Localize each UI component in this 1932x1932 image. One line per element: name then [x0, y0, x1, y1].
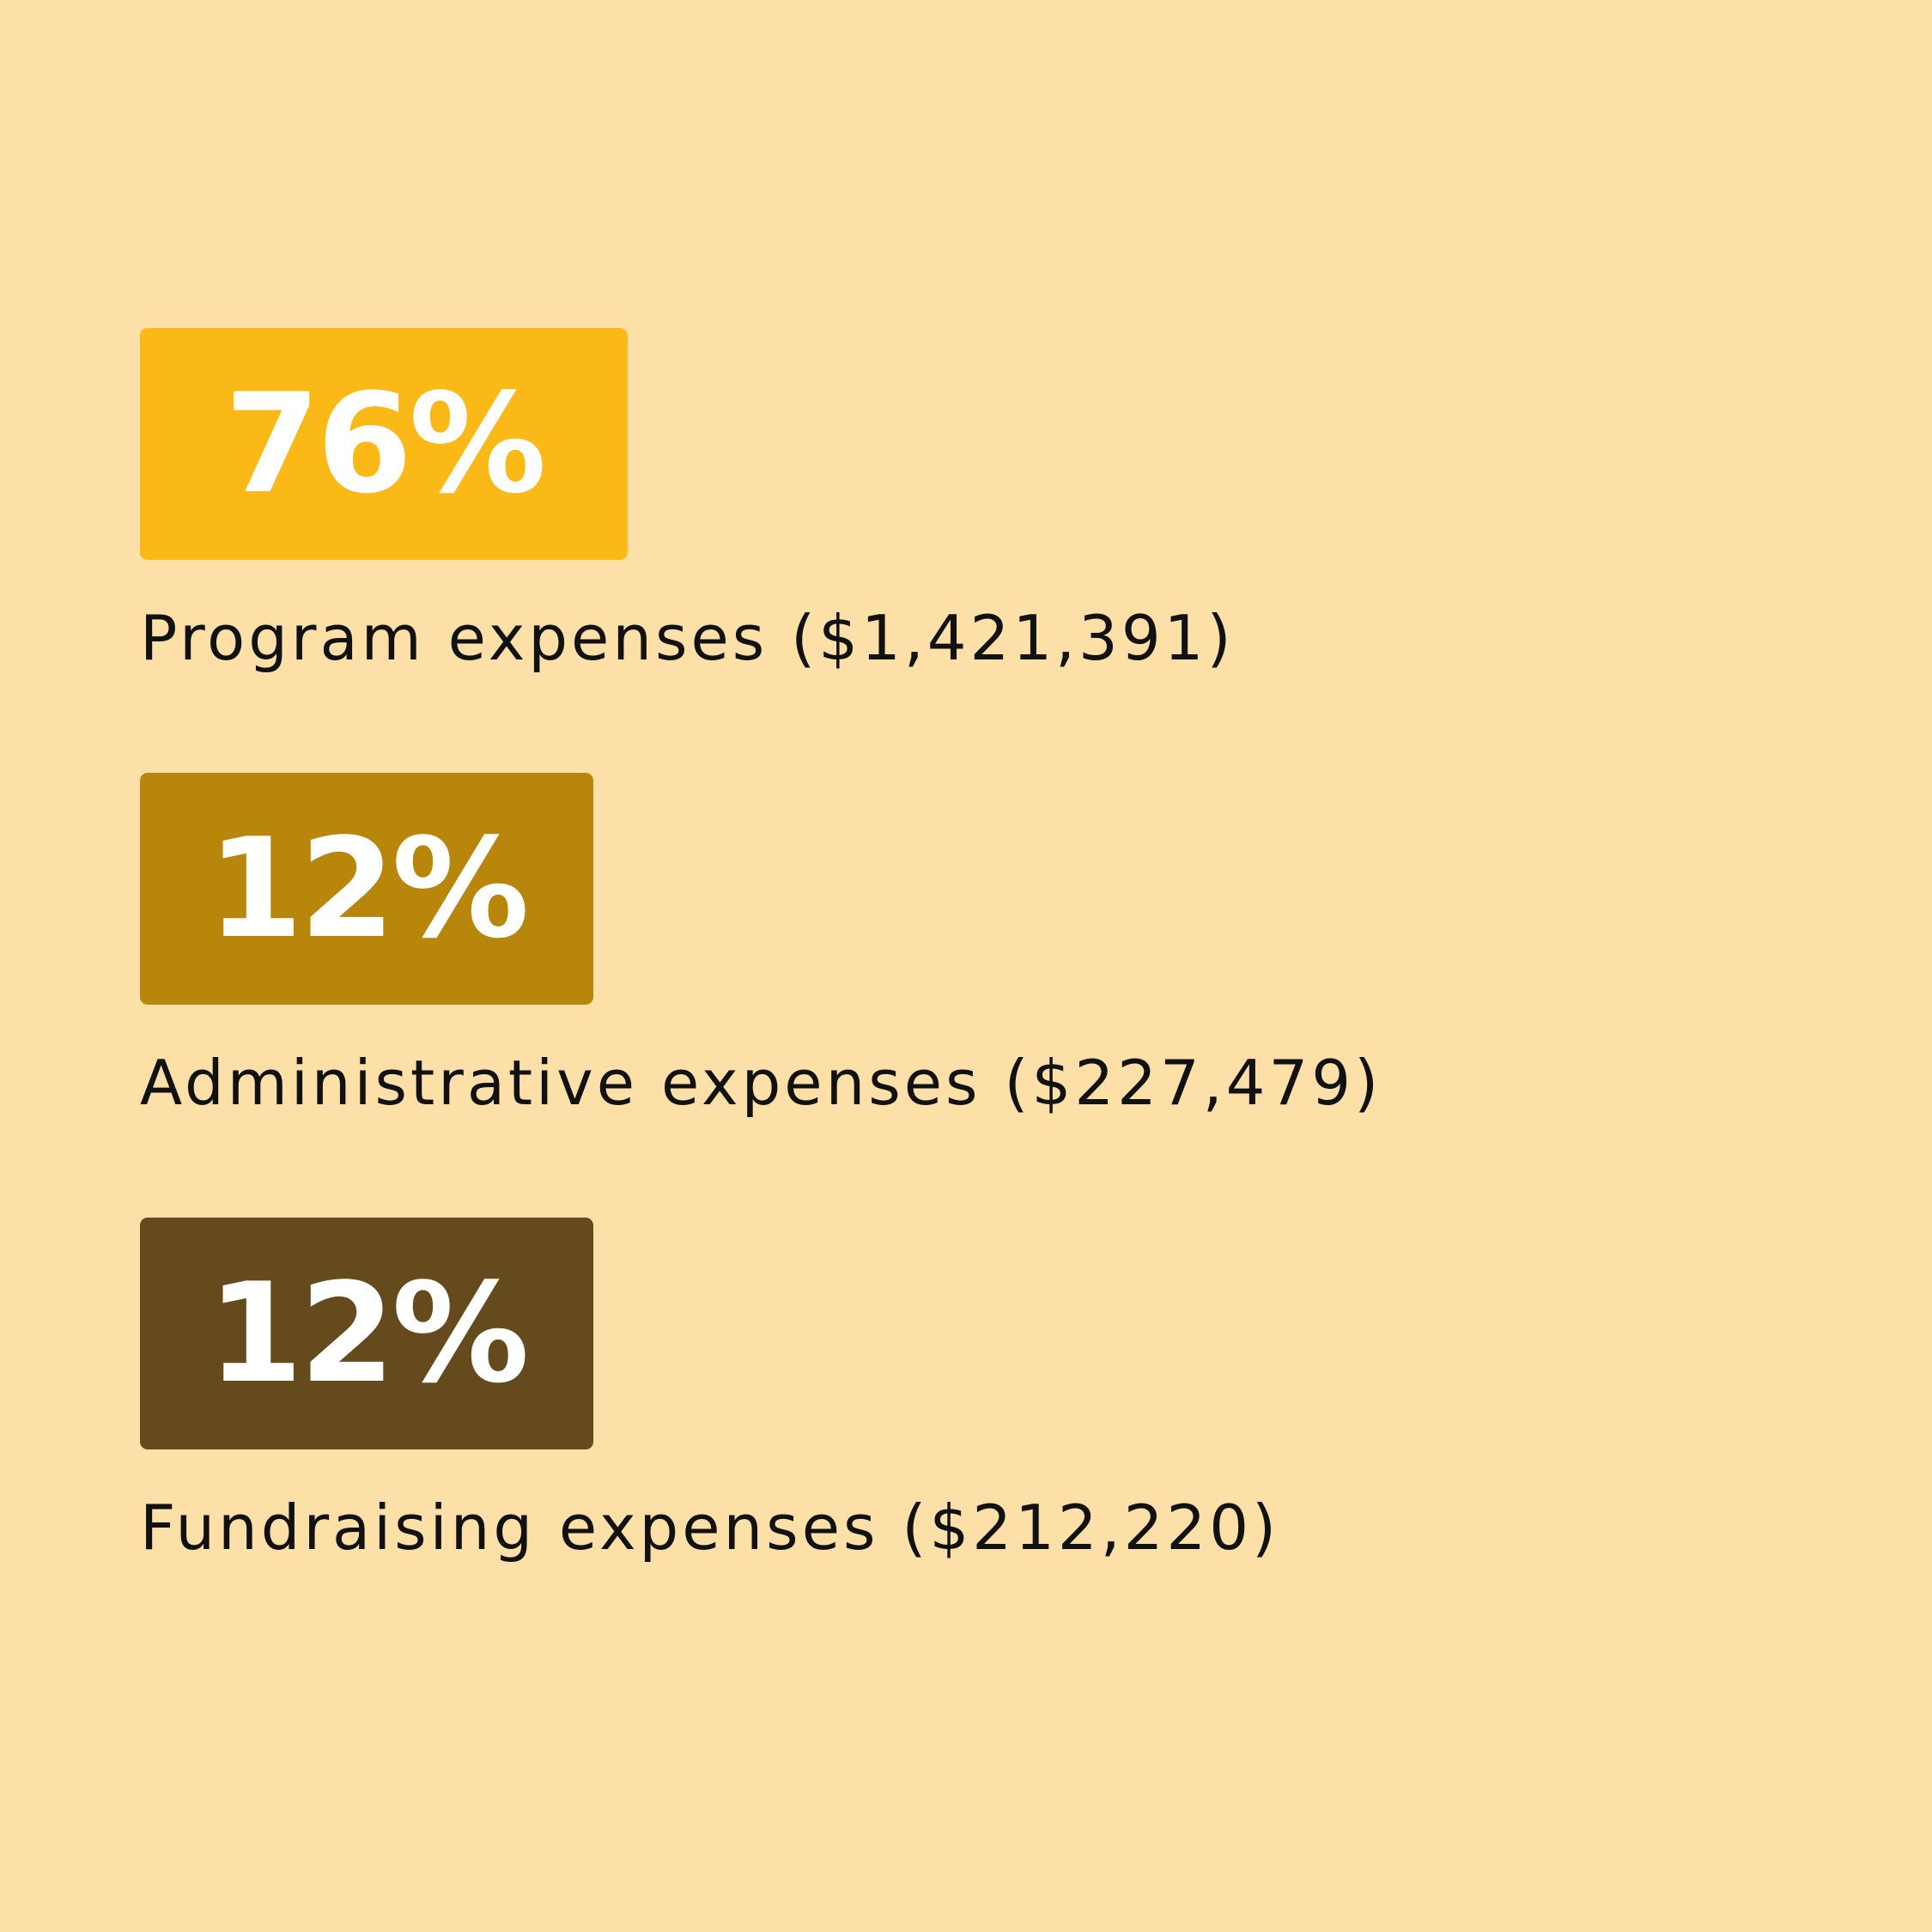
administrative-expenses-label: Administrative expenses ($227,479) [140, 1047, 1382, 1119]
fundraising-percent-value: 12% [207, 1253, 530, 1413]
program-expenses-stat: 76% Program expenses ($1,421,391) [140, 328, 1231, 669]
fundraising-percent-badge: 12% [140, 1218, 593, 1449]
program-expenses-label: Program expenses ($1,421,391) [140, 602, 1235, 674]
fundraising-expenses-label: Fundraising expenses ($212,220) [140, 1492, 1280, 1564]
administrative-expenses-stat: 12% Administrative expenses ($227,479) [140, 773, 1378, 1114]
program-percent-badge: 76% [140, 328, 628, 560]
fundraising-expenses-stat: 12% Fundraising expenses ($212,220) [140, 1218, 1276, 1558]
administrative-percent-badge: 12% [140, 773, 593, 1005]
administrative-percent-value: 12% [207, 808, 530, 969]
program-percent-value: 76% [224, 363, 547, 524]
